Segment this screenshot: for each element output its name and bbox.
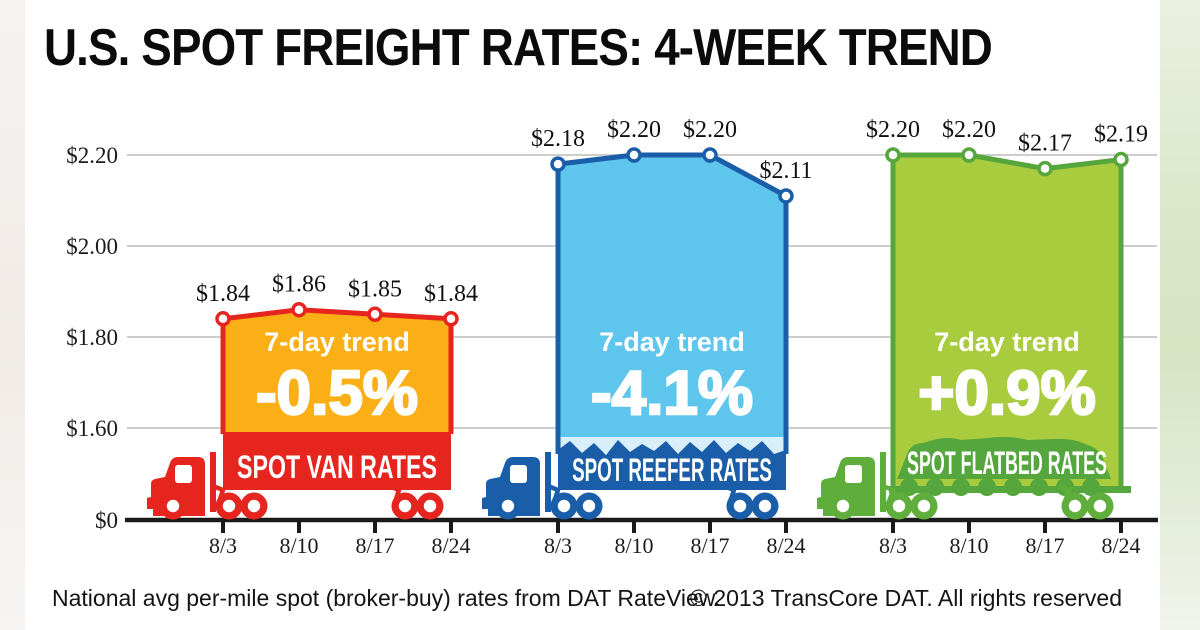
trend-value: +0.9% [918, 359, 1096, 428]
background-right-strip [1160, 0, 1200, 630]
x-axis-tick-label: 8/10 [949, 533, 988, 558]
data-value-label: $2.20 [683, 117, 737, 143]
data-value-label: $1.85 [348, 276, 402, 302]
series-band-label: SPOT REEFER RATES [572, 452, 772, 489]
truck-wheel-hub [582, 499, 596, 513]
truck-wheel-hub [1068, 499, 1082, 513]
x-axis-tick-label: 8/17 [355, 533, 394, 558]
y-axis-tick-label: $1.60 [66, 416, 118, 441]
trailer-body [223, 309, 451, 434]
truck-wheel-hub [222, 499, 236, 513]
exhaust-stack-icon [880, 452, 886, 512]
series-spot-reefer-rates: $2.18 $2.20 $2.20 $2.11 7-day trend-4.1% SPOT… [482, 117, 813, 520]
series-spot-flatbed-rates: $2.20 $2.20 $2.17 $2.19 7-day trend+0.9% SPOT… [817, 117, 1148, 520]
tarp-cover [897, 436, 1111, 479]
page-title: U.S. SPOT FREIGHT RATES: 4-WEEK TREND [44, 19, 993, 77]
cab-window [845, 465, 862, 483]
truck-wheel-hub [398, 499, 412, 513]
rate-line [890, 152, 1124, 486]
x-axis-tick-label: 8/3 [544, 533, 572, 558]
truck-wheel-hub [836, 499, 850, 513]
truck-wheel-hub [917, 499, 931, 513]
data-point [961, 147, 977, 163]
trend-value: -0.5% [256, 359, 418, 428]
x-axis-tick-label: 8/3 [209, 533, 237, 558]
cab-window [175, 465, 192, 483]
data-point [367, 306, 383, 322]
data-value-label: $2.19 [1094, 122, 1148, 148]
x-axis-tick-label: 8/24 [1101, 533, 1140, 558]
data-point [885, 147, 901, 163]
y-axis-tick-label: $1.80 [66, 325, 118, 350]
trend-caption: 7-day trend [934, 327, 1080, 357]
x-axis-tick-label: 8/17 [1025, 533, 1064, 558]
trailer-body [893, 155, 1121, 487]
series-spot-van-rates: $1.84 $1.86 $1.85 $1.84 7-day trend-0.5% SPOT… [147, 272, 478, 520]
background-left-strip [0, 0, 25, 630]
cab-window [510, 465, 527, 483]
trailer-body [558, 155, 786, 450]
exhaust-stack-icon [210, 452, 216, 512]
rate-line [555, 152, 789, 454]
data-value-label: $2.20 [607, 117, 661, 143]
x-axis-tick-label: 8/24 [431, 533, 470, 558]
series-band [223, 432, 451, 490]
exhaust-stack-icon [545, 452, 551, 512]
data-value-label: $2.20 [942, 117, 996, 143]
truck-wheel-hub [247, 499, 261, 513]
truck-wheel-hub [1093, 499, 1107, 513]
truck-wheel-hub [733, 499, 747, 513]
data-point [291, 301, 307, 318]
truck-wheel-hub [166, 499, 180, 513]
y-axis-tick-label: $2.20 [66, 143, 118, 168]
truck-wheel-hub [501, 499, 515, 513]
x-axis-tick-label: 8/24 [766, 533, 805, 558]
data-value-label: $2.11 [759, 158, 812, 184]
data-point [443, 311, 459, 327]
data-point [778, 188, 794, 204]
data-value-label: $1.86 [272, 272, 326, 298]
x-axis-tick-label: 8/10 [279, 533, 318, 558]
series-band [558, 440, 786, 490]
data-point [702, 147, 718, 163]
truck-wheel-hub [758, 499, 772, 513]
data-value-label: $2.20 [866, 117, 920, 143]
trend-caption: 7-day trend [264, 327, 410, 357]
x-axis-tick-label: 8/17 [690, 533, 729, 558]
x-axis-tick-label: 8/3 [879, 533, 907, 558]
data-point [215, 311, 231, 327]
series-band-label: SPOT FLATBED RATES [907, 447, 1107, 482]
data-value-label: $2.17 [1018, 131, 1072, 157]
data-value-label: $2.18 [531, 126, 585, 152]
y-axis-tick-label: $2.00 [66, 234, 118, 259]
data-point [1113, 151, 1129, 168]
series-band-label: SPOT VAN RATES [237, 449, 437, 485]
truck-wheel-hub [557, 499, 571, 513]
copyright-note: © 2013 TransCore DAT. All rights reserve… [690, 585, 1122, 611]
data-point [626, 147, 642, 163]
data-value-label: $1.84 [196, 281, 250, 307]
data-point [1037, 160, 1053, 177]
rate-line [220, 307, 454, 434]
truck-wheel-hub [892, 499, 906, 513]
x-axis-tick-label: 8/10 [614, 533, 653, 558]
truck-wheel-hub [423, 499, 437, 513]
source-note: National avg per-mile spot (broker-buy) … [52, 585, 721, 611]
trend-caption: 7-day trend [599, 327, 745, 357]
data-point [550, 156, 566, 172]
y-axis-tick-label: $0 [95, 508, 118, 533]
trend-value: -4.1% [591, 359, 753, 428]
flatbed-deck [889, 486, 1131, 493]
data-value-label: $1.84 [424, 281, 478, 307]
